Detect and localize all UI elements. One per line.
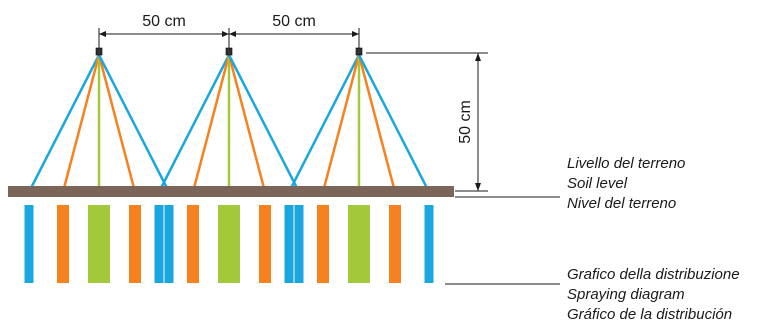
soil-level-label-en: Soil level — [567, 175, 628, 192]
height-dimension — [366, 52, 488, 192]
spray-jet-outer-right — [227, 53, 301, 194]
spacing-label-2: 50 cm — [272, 13, 316, 30]
spray-jet-outer-left — [157, 53, 231, 194]
distribution-bar-middle-left — [57, 205, 69, 283]
distribution-bar-center — [218, 205, 240, 283]
spray-cones — [27, 53, 431, 194]
height-label: 50 cm — [457, 100, 474, 144]
nozzle-icon — [225, 47, 233, 56]
distribution-bar-outer-left — [154, 205, 164, 283]
distribution-bar-outer-left — [284, 205, 294, 283]
distribution-bar-center — [348, 205, 370, 283]
spray-jet-outer-left — [27, 53, 101, 194]
distribution-bar-outer-left — [24, 205, 34, 283]
spray-jet-outer-left — [287, 53, 361, 194]
soil-level-label-es: Nivel del terreno — [567, 195, 676, 212]
distribution-bar-middle-right — [389, 205, 401, 283]
nozzle-icon — [355, 47, 363, 56]
distribution-bar-middle-right — [259, 205, 271, 283]
spray-jet-middle-right — [357, 53, 397, 194]
soil-level-bar — [8, 186, 454, 197]
nozzles — [95, 47, 363, 56]
spraying-diagram-label-es: Gráfico de la distribución — [567, 306, 732, 323]
spacing-arrowheads — [99, 31, 359, 37]
spacing-label-1: 50 cm — [142, 13, 186, 30]
distribution-bar-center — [88, 205, 110, 283]
soil-level-label-it: Livello del terreno — [567, 155, 685, 172]
spray-jet-middle-left — [191, 53, 231, 194]
spray-jet-middle-right — [227, 53, 267, 194]
distribution-bar-outer-right — [164, 205, 174, 283]
height-arrowheads — [475, 53, 481, 191]
spraying-diagram-label-it: Grafico della distribuzione — [567, 266, 740, 283]
spacing-dimension — [98, 28, 360, 48]
distribution-bar-middle-right — [129, 205, 141, 283]
spraying-diagram-label-en: Spraying diagram — [567, 286, 685, 303]
distribution-bar-outer-right — [294, 205, 304, 283]
spray-jet-outer-right — [97, 53, 171, 194]
spray-jet-middle-left — [61, 53, 101, 194]
distribution-bar-middle-left — [317, 205, 329, 283]
distribution-bars — [24, 205, 434, 283]
spray-jet-middle-right — [97, 53, 137, 194]
spray-jet-middle-left — [321, 53, 361, 194]
spray-jet-outer-right — [357, 53, 431, 194]
distribution-bar-outer-right — [424, 205, 434, 283]
distribution-bar-middle-left — [187, 205, 199, 283]
nozzle-icon — [95, 47, 103, 56]
